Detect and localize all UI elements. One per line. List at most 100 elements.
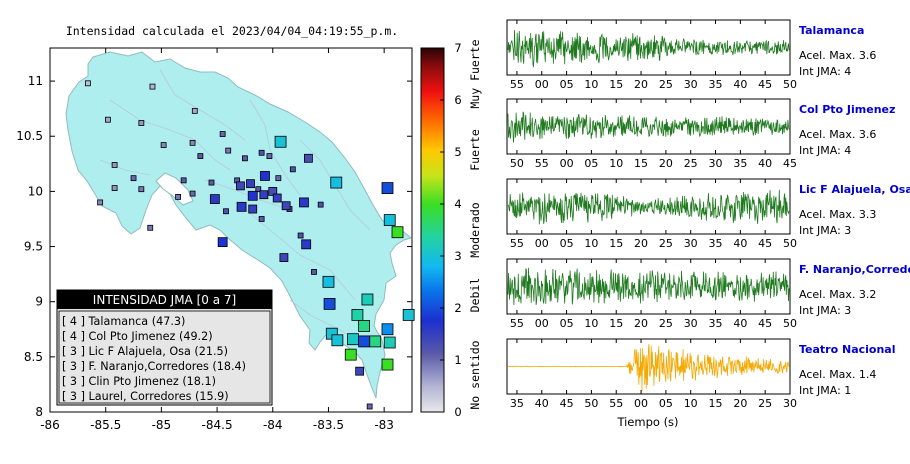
nicoya-gulf [155, 172, 194, 206]
station-marker [347, 333, 359, 346]
colorbar-tick-label: 7 [454, 41, 461, 55]
waveform-tick-label: 35 [709, 317, 723, 330]
colorbar-tick-label: 2 [454, 301, 461, 315]
colorbar [420, 47, 445, 413]
station-marker [331, 334, 344, 347]
station-marker [219, 131, 226, 137]
waveform-tick-label: 15 [609, 317, 623, 330]
station-marker [279, 253, 289, 262]
waveform-tick-label: 25 [659, 78, 673, 91]
colorbar-tick-label: 4 [454, 197, 461, 211]
station-marker [223, 208, 229, 215]
station-marker [191, 107, 198, 114]
station-acel: Acel. Max. 3.6 [799, 49, 876, 62]
station-marker [180, 177, 187, 184]
waveform-panel: 35 40 45 50 55 00 05 10 15 20 25 30 Teatro Nacional A… [506, 338, 896, 410]
station-marker [275, 175, 282, 182]
waveform-tick-label: 55 [609, 397, 623, 410]
map-y-tick-label: 9 [35, 295, 43, 309]
station-marker [366, 403, 373, 410]
colorbar-tick-label: 6 [454, 93, 461, 107]
land-mass [65, 51, 413, 399]
legend-item: [ 4 ] Col Pto Jimenez (49.2) [62, 330, 213, 343]
waveform-panel: 55 00 05 10 15 20 25 30 35 40 45 50 Lic F Alajuela, … [506, 178, 910, 250]
waveform-tick-label: 30 [684, 317, 698, 330]
map-axes: -86 -85.5 -85 -84.5 -84 -83.5 -83 11 10.5 10 9.5 9 8… [16, 48, 412, 432]
station-marker [383, 214, 396, 226]
map-y-tick-label: 11 [28, 74, 43, 88]
station-marker [266, 153, 273, 159]
waveform-tick-label: 45 [560, 397, 574, 410]
waveform-trace [507, 344, 790, 392]
map-title: Intensidad calculada el 2023/04/04_04:19… [66, 24, 398, 38]
waveform-tick-label: 40 [535, 397, 549, 410]
waveform-tick-label: 45 [783, 157, 797, 170]
waveform-tick-label: 20 [634, 317, 648, 330]
station-marker [84, 80, 91, 87]
station-marker [258, 216, 265, 222]
waveform-tick-label: 05 [560, 78, 574, 91]
station-marker [361, 293, 374, 306]
waveform-tick-label: 05 [560, 317, 574, 330]
waveform-tick-label: 40 [733, 317, 747, 330]
waveform-tick-label: 15 [634, 157, 648, 170]
station-marker [355, 366, 365, 376]
colorbar-label: Moderado [468, 202, 482, 257]
map-x-tick-label: -85.5 [90, 418, 121, 432]
station-marker [248, 204, 258, 214]
station-intensity: Int JMA: 4 [799, 144, 851, 157]
waveform-tick-label: 50 [783, 317, 797, 330]
station-name: Lic F Alajuela, Osa [799, 183, 910, 196]
waveform-tick-label: 30 [684, 78, 698, 91]
waveform-trace [507, 267, 790, 306]
map-x-tick-label: -83.5 [313, 418, 344, 432]
station-marker [351, 309, 364, 321]
waveform-tick-label: 45 [758, 78, 772, 91]
station-marker [197, 153, 204, 159]
waveform-tick-label: 35 [510, 397, 524, 410]
station-marker [105, 116, 111, 123]
waveform-tick-label: 15 [609, 237, 623, 250]
station-marker [258, 149, 265, 156]
waveform-tick-label: 00 [634, 397, 648, 410]
waveform-trace [507, 30, 790, 68]
station-marker [175, 194, 181, 200]
waveform-tick-label: 35 [709, 78, 723, 91]
station-marker [299, 197, 309, 208]
map-y-tick-label: 8 [35, 405, 43, 419]
colorbar-label: Debil [468, 278, 482, 313]
station-marker [274, 135, 287, 148]
colorbar-tick-label: 0 [454, 405, 461, 419]
waveform-tick-label: 15 [709, 397, 723, 410]
station-marker [130, 175, 137, 182]
waveform-tick-label: 50 [584, 397, 598, 410]
waveform-tick-label: 10 [609, 157, 623, 170]
waveform-tick-label: 05 [584, 157, 598, 170]
map-x-tick-label: -84 [263, 418, 283, 432]
waveform-tick-label: 25 [684, 157, 698, 170]
legend-item: [ 3 ] F. Naranjo,Corredores (18.4) [62, 360, 246, 373]
station-marker [281, 201, 291, 211]
station-marker [381, 323, 394, 336]
waveform-tick-label: 00 [535, 317, 549, 330]
colorbar-label: No sentido [468, 340, 482, 409]
map-y-tick-label: 8.5 [24, 350, 43, 364]
station-marker [189, 190, 196, 197]
map-x-tick-label: -84.5 [202, 418, 233, 432]
waveform-trace [507, 189, 790, 225]
waveform-tick-label: 55 [510, 237, 524, 250]
station-marker [160, 142, 167, 148]
station-marker [272, 193, 282, 203]
station-name: F. Naranjo,Corredores [799, 263, 910, 276]
waveform-tick-label: 30 [684, 237, 698, 250]
waveform-tick-label: 55 [510, 317, 524, 330]
station-name: Talamanca [799, 24, 864, 37]
station-marker [111, 185, 118, 191]
waveform-tick-label: 40 [758, 157, 772, 170]
station-marker [225, 147, 232, 154]
station-marker [322, 275, 335, 288]
station-marker [369, 335, 382, 348]
station-intensity: Int JMA: 1 [799, 384, 851, 397]
waveform-tick-label: 50 [510, 157, 524, 170]
